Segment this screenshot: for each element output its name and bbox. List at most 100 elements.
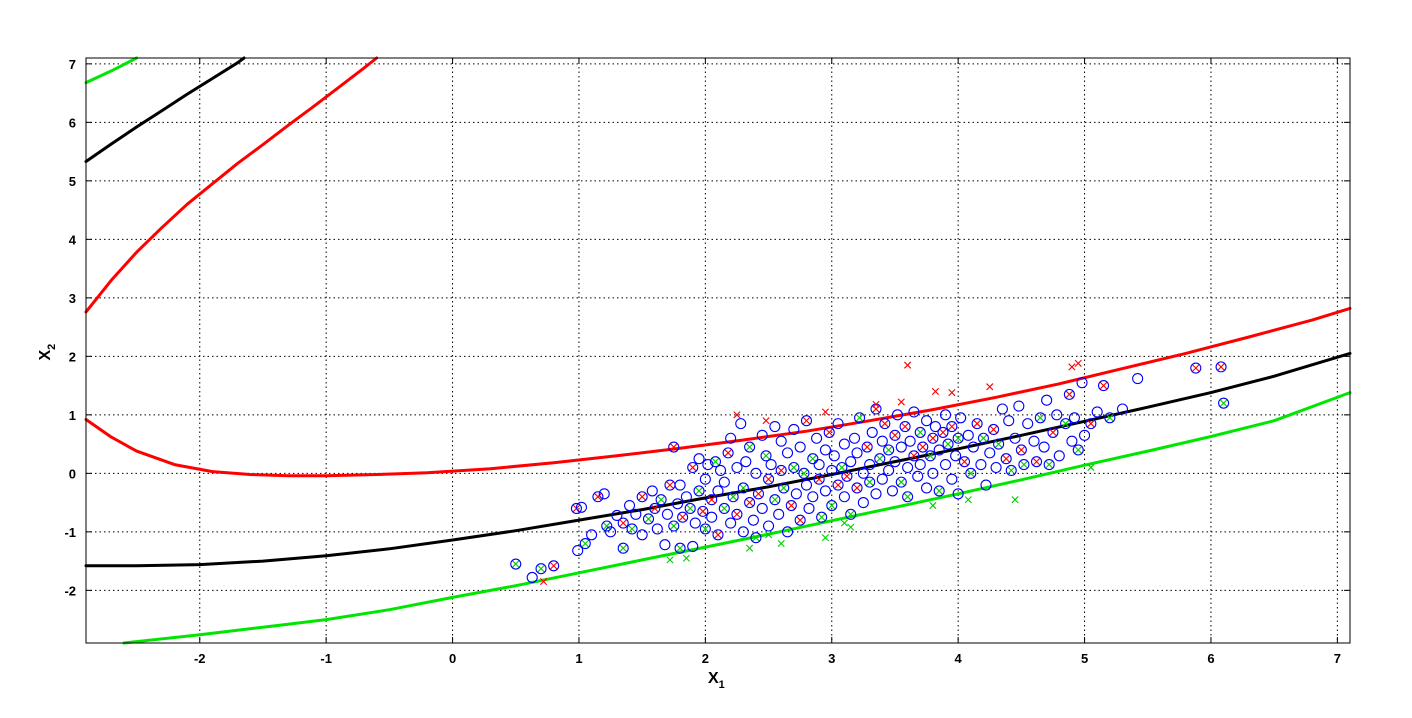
circled-point (889, 456, 901, 468)
blue-circle-mark (977, 432, 989, 444)
circled-point (1003, 415, 1015, 427)
green-cross-mark (695, 487, 703, 495)
green-cross-mark (828, 501, 836, 510)
circled-point (857, 497, 869, 509)
circled-point (927, 467, 939, 479)
circled-point (904, 435, 916, 447)
circled-point (674, 479, 686, 491)
circled-point (946, 420, 958, 433)
circled-point (864, 476, 876, 488)
blue-circle-mark (1190, 362, 1202, 374)
blue-circle-mark (1043, 459, 1055, 471)
circled-point (579, 537, 591, 550)
blue-circle-mark (659, 539, 671, 551)
green-cross-mark (746, 443, 754, 451)
blue-circle-mark (697, 505, 709, 517)
circled-point (1215, 361, 1227, 373)
blue-circle-mark (763, 473, 775, 485)
y-tick-label: 6 (69, 115, 76, 130)
blue-circle-mark (996, 403, 1008, 415)
blue-circle-mark (939, 409, 952, 421)
green-cross-mark (537, 565, 545, 573)
blue-circle-mark (832, 418, 844, 430)
green-cross-mark (603, 522, 611, 530)
blue-circle-mark (1038, 441, 1050, 453)
blue-circle-mark (832, 479, 844, 491)
y-tick-label: 5 (69, 174, 76, 189)
red-cross-mark (708, 496, 716, 504)
circled-point (548, 560, 560, 572)
axis-ticks: -2 -1 0 1 2 3 4 5 6 7 -2 -1 0 1 2 3 4 5 6 7 (64, 57, 1350, 666)
circled-point (699, 473, 711, 485)
green-cross-point (764, 531, 773, 539)
blue-circle-mark (572, 545, 584, 557)
blue-circle-mark (1068, 412, 1080, 424)
circled-point (575, 501, 588, 513)
green-cross-mark (512, 560, 520, 568)
blue-circle-mark (699, 473, 711, 485)
blue-circle-mark (946, 420, 958, 433)
blue-circle-mark (677, 511, 689, 523)
circled-point (933, 485, 945, 497)
x-tick-label: 6 (1207, 651, 1214, 666)
blue-circle-mark (924, 450, 936, 462)
blue-circle-mark (731, 461, 743, 474)
circled-point (1015, 444, 1027, 456)
blue-circle-mark (904, 435, 916, 447)
circled-point (977, 432, 989, 444)
circled-point (687, 461, 699, 474)
circled-point (895, 476, 907, 488)
red-cross-mark (815, 475, 823, 483)
green-cross-mark (657, 496, 665, 504)
circled-point (980, 479, 992, 491)
green-cross-mark (1007, 466, 1015, 475)
blue-circle-mark (857, 497, 869, 509)
data-points (510, 359, 1230, 586)
circled-point (946, 473, 958, 485)
blue-circle-mark (1047, 426, 1059, 438)
blue-circle-mark (1218, 397, 1230, 409)
red-cross-point (948, 389, 956, 397)
green-cross-mark (619, 544, 627, 552)
blue-circle-mark (747, 514, 759, 526)
red-cross-mark (724, 449, 732, 457)
circled-point (731, 508, 743, 520)
curve-5 (84, 56, 139, 85)
y-axis-label: X2 (37, 344, 58, 361)
circled-point (712, 529, 724, 541)
blue-circle-mark (1066, 435, 1078, 447)
circled-point (781, 447, 794, 459)
circled-point (807, 453, 819, 465)
circled-point (592, 491, 604, 503)
circled-point (769, 420, 781, 433)
circled-point (937, 426, 949, 438)
red-cross-mark (825, 428, 833, 436)
circled-point (990, 461, 1002, 474)
x-axis-label-main: X (708, 670, 719, 687)
circled-point (617, 517, 629, 529)
circled-point (921, 415, 933, 427)
circled-point (902, 461, 914, 474)
circled-point (747, 514, 759, 526)
circled-point (778, 482, 790, 494)
green-cross-mark (771, 496, 779, 504)
circled-point (798, 467, 810, 479)
red-cross-mark (699, 507, 707, 515)
blue-circle-mark (706, 494, 718, 506)
circled-point (1005, 464, 1017, 476)
x-axis-label-sub: 1 (719, 679, 725, 691)
circled-point (788, 461, 800, 474)
circled-point (813, 459, 825, 471)
circled-point (942, 438, 954, 450)
circled-point (687, 540, 699, 553)
red-cross-mark (651, 504, 659, 513)
blue-circle-mark (737, 482, 749, 494)
red-cross-point (539, 577, 548, 586)
blue-circle-mark (526, 571, 538, 584)
circled-point (684, 502, 696, 515)
circled-point (763, 520, 775, 532)
blue-circle-mark (828, 450, 840, 462)
blue-circle-mark (725, 432, 737, 444)
circled-point (955, 412, 967, 424)
blue-circle-mark (845, 456, 857, 468)
